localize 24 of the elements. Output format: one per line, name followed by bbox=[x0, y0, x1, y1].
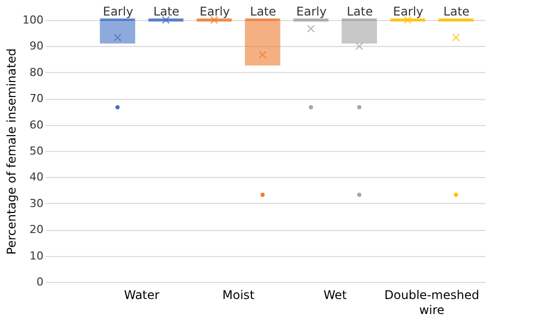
y-tick-label: 80 bbox=[30, 66, 44, 79]
x-tick-label: Late bbox=[443, 4, 470, 18]
y-axis-title: Percentage of female inseminated bbox=[4, 48, 19, 255]
y-tick-label: 60 bbox=[30, 118, 44, 132]
x-tick-label: Early bbox=[102, 4, 134, 18]
y-tick-label: 10 bbox=[30, 249, 44, 262]
y-tick-label: 20 bbox=[30, 223, 44, 236]
x-tick-label: Early bbox=[392, 4, 424, 18]
x-tick-label: Late bbox=[346, 4, 373, 18]
y-tick-label: 0 bbox=[36, 276, 44, 288]
y-tick-label: 30 bbox=[30, 196, 44, 210]
text: Wet bbox=[323, 288, 348, 302]
x-tick-label: Late bbox=[153, 4, 180, 18]
x-tick-label: Early bbox=[200, 4, 230, 18]
y-tick-label: 50 bbox=[30, 144, 44, 158]
text: Moist bbox=[222, 288, 255, 302]
text: Double-meshed wire bbox=[384, 288, 480, 317]
y-tick-label: 90 bbox=[30, 40, 44, 53]
y-tick-label: 70 bbox=[30, 92, 44, 106]
y-tick-label: 100 bbox=[22, 14, 44, 26]
text: Water bbox=[124, 288, 160, 302]
x-tick-label: Early bbox=[296, 4, 327, 18]
y-tick-label: 40 bbox=[30, 170, 44, 184]
x-tick-label: Late bbox=[250, 4, 276, 18]
